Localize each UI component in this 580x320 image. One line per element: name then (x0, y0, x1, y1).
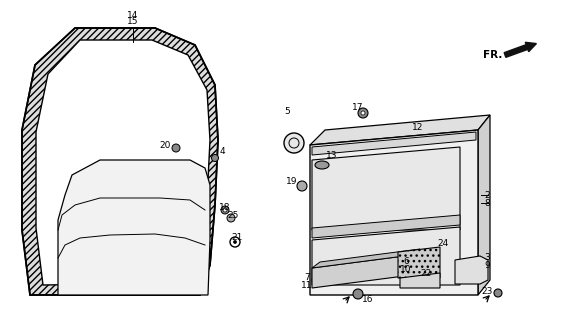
Circle shape (227, 214, 235, 222)
Circle shape (234, 241, 237, 244)
Polygon shape (312, 227, 460, 285)
Circle shape (494, 289, 502, 297)
Circle shape (353, 289, 363, 299)
Polygon shape (455, 256, 488, 284)
Text: 7: 7 (304, 274, 310, 283)
Text: 16: 16 (362, 294, 374, 303)
Text: 2: 2 (484, 190, 490, 199)
Text: 21: 21 (231, 234, 242, 243)
Text: 14: 14 (128, 11, 139, 20)
Circle shape (358, 108, 368, 118)
Circle shape (297, 181, 307, 191)
Polygon shape (400, 273, 440, 288)
Polygon shape (312, 132, 476, 155)
Text: 4: 4 (219, 148, 225, 156)
Circle shape (424, 268, 432, 276)
Text: 12: 12 (412, 124, 423, 132)
Circle shape (361, 111, 365, 115)
Circle shape (284, 133, 304, 153)
Text: 3: 3 (484, 253, 490, 262)
Text: 5: 5 (284, 108, 290, 116)
Text: 18: 18 (219, 203, 231, 212)
Polygon shape (312, 255, 412, 288)
Text: 9: 9 (484, 260, 490, 269)
Circle shape (407, 261, 413, 267)
Text: 15: 15 (127, 18, 139, 27)
Text: 17: 17 (352, 103, 364, 113)
Polygon shape (478, 115, 490, 295)
Text: 6: 6 (403, 258, 409, 267)
Text: 11: 11 (301, 281, 313, 290)
Text: 22: 22 (420, 268, 432, 277)
Text: 13: 13 (326, 150, 338, 159)
Polygon shape (22, 28, 218, 295)
Text: 19: 19 (287, 178, 298, 187)
Polygon shape (312, 147, 460, 230)
Circle shape (440, 243, 447, 250)
FancyArrow shape (504, 42, 536, 57)
Text: 25: 25 (227, 211, 239, 220)
Polygon shape (312, 215, 460, 238)
Circle shape (223, 208, 227, 212)
Text: 10: 10 (400, 266, 412, 275)
Polygon shape (310, 130, 478, 295)
Polygon shape (398, 247, 440, 278)
Polygon shape (312, 249, 420, 268)
Text: 8: 8 (484, 198, 490, 207)
Text: FR.: FR. (483, 50, 502, 60)
Polygon shape (36, 40, 210, 285)
Text: 24: 24 (437, 239, 448, 249)
Text: 23: 23 (481, 287, 492, 297)
Circle shape (221, 206, 229, 214)
Circle shape (312, 276, 320, 284)
Ellipse shape (315, 161, 329, 169)
Circle shape (172, 144, 180, 152)
Text: 20: 20 (160, 140, 171, 149)
Polygon shape (58, 160, 210, 295)
Circle shape (212, 155, 219, 162)
Polygon shape (310, 115, 490, 145)
